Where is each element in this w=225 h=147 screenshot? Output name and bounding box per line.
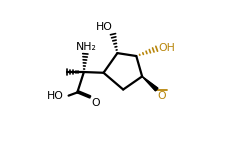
- Text: HO: HO: [95, 22, 112, 32]
- Text: O: O: [157, 91, 165, 101]
- Text: HO: HO: [47, 91, 64, 101]
- Text: NH₂: NH₂: [75, 42, 96, 52]
- Text: O: O: [91, 98, 100, 108]
- Text: OH: OH: [158, 43, 174, 53]
- Polygon shape: [142, 76, 157, 91]
